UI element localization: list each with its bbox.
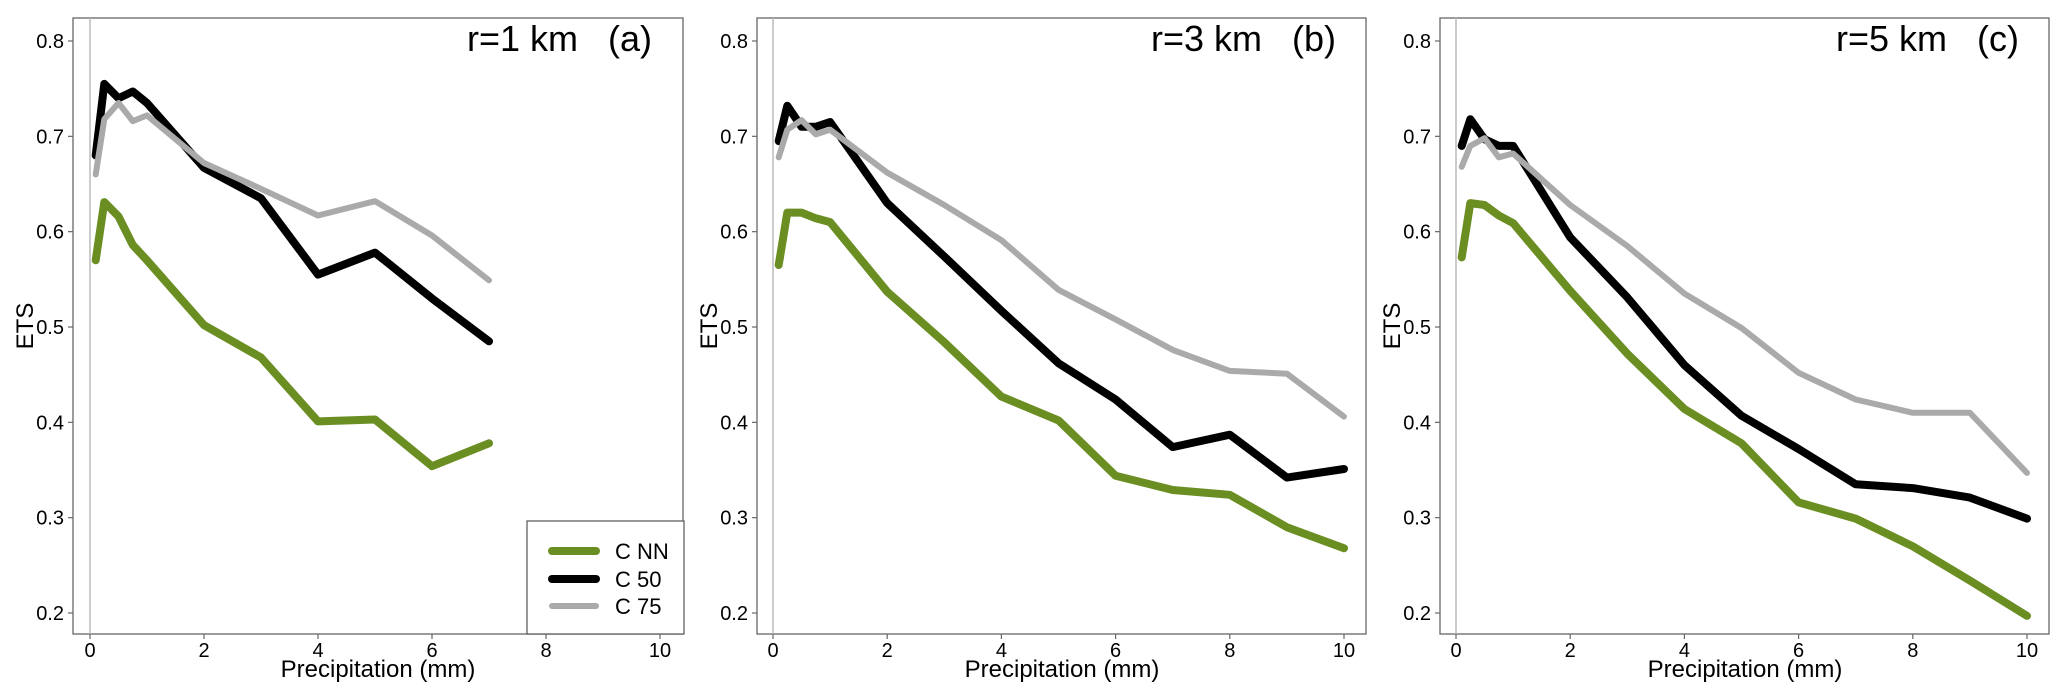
series-line-c-nn	[91, 198, 493, 471]
x-tick-label: 4	[1679, 640, 1690, 662]
panel-c: r=5 km (c) Precipitation (mm) ETS 0.2 0.3…	[1379, 17, 2050, 683]
y-tick-label: 0.8	[1403, 31, 1431, 53]
y-tick-label: 0.3	[36, 508, 64, 530]
x-tick-label: 4	[996, 640, 1007, 662]
legend-label-c-nn: C NN	[615, 539, 669, 564]
series-line-c-50	[774, 101, 1348, 482]
panel-b: r=3 km (b) Precipitation (mm) ETS 0.2 0.3…	[696, 17, 1367, 683]
x-tick-label: 6	[1110, 640, 1121, 662]
x-tick-label: 8	[1907, 640, 1918, 662]
panel-title: r=3 km (b)	[1151, 18, 1336, 59]
y-tick-label: 0.7	[36, 126, 64, 148]
y-tick-label: 0.6	[1403, 222, 1431, 244]
x-tick-label: 2	[198, 640, 209, 662]
series-line-c-75	[775, 117, 1347, 420]
y-tick-label: 0.5	[1403, 317, 1431, 339]
x-tick-label: 10	[649, 640, 671, 662]
y-tick-label: 0.2	[1403, 603, 1431, 625]
y-axis-label: ETS	[12, 303, 39, 350]
series-line-c-75	[92, 100, 492, 284]
y-tick-label: 0.2	[36, 603, 64, 625]
series-line-c-75	[1458, 135, 2030, 476]
y-tick-label: 0.3	[1403, 508, 1431, 530]
panel-title: r=5 km (c)	[1836, 18, 2019, 59]
legend-label-c-50: C 50	[615, 567, 661, 592]
x-tick-label: 4	[312, 640, 323, 662]
y-tick-label: 0.4	[36, 412, 64, 434]
legend-label-c-75: C 75	[615, 594, 661, 619]
y-axis-label: ETS	[1379, 303, 1406, 350]
x-tick-label: 8	[540, 640, 551, 662]
y-tick-label: 0.8	[36, 31, 64, 53]
x-tick-label: 0	[84, 640, 95, 662]
y-tick-label: 0.3	[720, 508, 748, 530]
y-tick-label: 0.7	[1403, 126, 1431, 148]
x-tick-label: 10	[1333, 640, 1355, 662]
y-tick-label: 0.5	[720, 317, 748, 339]
x-tick-label: 0	[1450, 640, 1461, 662]
panel-a: r=1 km (a) Precipitation (mm) ETS C NN C…	[12, 17, 685, 683]
series-line-c-50	[91, 79, 493, 346]
x-tick-label: 6	[426, 640, 437, 662]
x-tick-label: 8	[1224, 640, 1235, 662]
y-axis-label: ETS	[696, 303, 723, 350]
x-tick-label: 0	[767, 640, 778, 662]
legend: C NN C 50 C 75	[526, 520, 685, 635]
series-line-c-nn	[1457, 199, 2031, 620]
y-tick-label: 0.2	[720, 603, 748, 625]
series-line-c-50	[1457, 115, 2031, 523]
panel-title: r=1 km (a)	[467, 18, 652, 59]
x-axis-label: Precipitation (mm)	[965, 656, 1160, 683]
x-tick-label: 2	[1565, 640, 1576, 662]
y-tick-label: 0.8	[720, 31, 748, 53]
y-tick-label: 0.4	[1403, 412, 1431, 434]
plot-frame	[756, 17, 1367, 635]
x-axis-label: Precipitation (mm)	[1648, 656, 1843, 683]
plot-frame	[1439, 17, 2050, 635]
x-axis-label: Precipitation (mm)	[281, 656, 476, 683]
y-tick-label: 0.6	[720, 222, 748, 244]
y-tick-label: 0.6	[36, 222, 64, 244]
y-tick-label: 0.4	[720, 412, 748, 434]
x-tick-label: 2	[882, 640, 893, 662]
y-tick-label: 0.5	[36, 317, 64, 339]
plot-frame	[72, 17, 684, 635]
y-tick-label: 0.7	[720, 126, 748, 148]
x-tick-label: 6	[1793, 640, 1804, 662]
x-tick-label: 10	[2016, 640, 2038, 662]
series-line-c-nn	[774, 208, 1348, 553]
